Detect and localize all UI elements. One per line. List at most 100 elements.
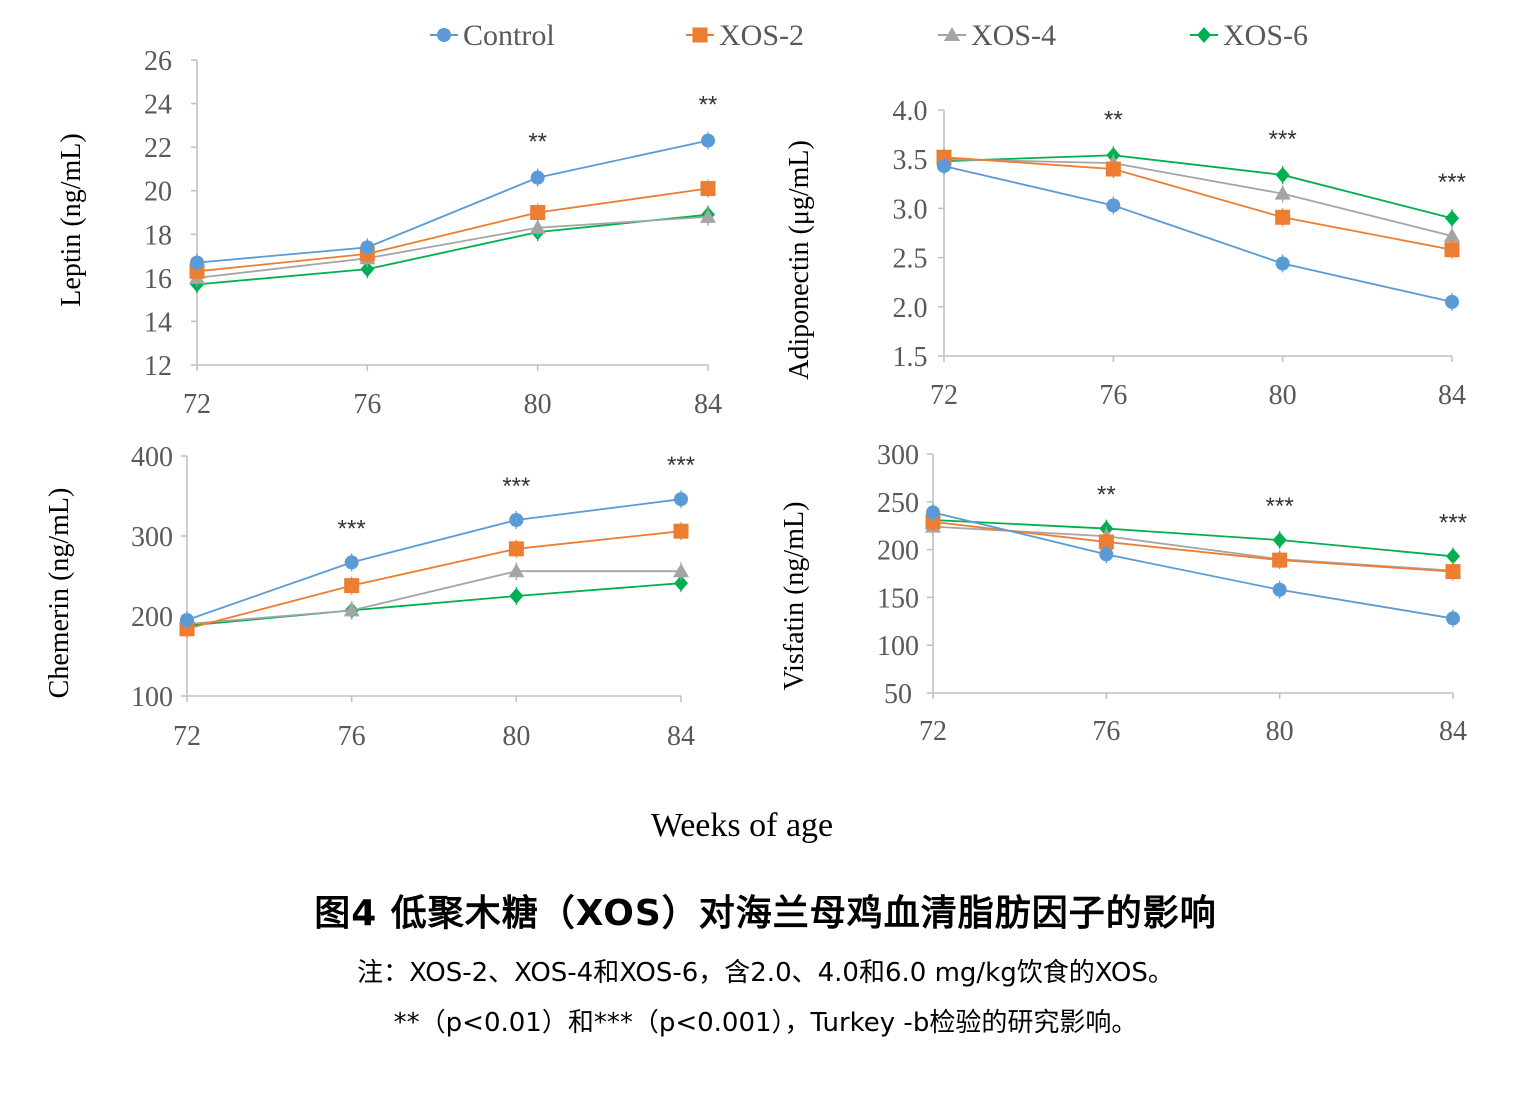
y-tick-label: 2.5 (893, 244, 928, 275)
data-point (674, 575, 688, 592)
significance-mark: *** (1269, 126, 1297, 153)
x-tick-label: 80 (1266, 716, 1294, 747)
legend-label: XOS-4 (971, 19, 1056, 52)
data-point (1275, 256, 1290, 271)
series-line (932, 520, 1454, 573)
series-line (943, 158, 1453, 237)
y-tick-label: 200 (131, 602, 173, 633)
chart-panels: 12 14 16 18 20 22 24 26 72 76 80 84 Leptin (ng/mL) **… (44, 46, 1467, 752)
significance-mark: *** (502, 473, 530, 500)
x-tick-label: 72 (919, 716, 947, 747)
x-tick-label: 76 (353, 389, 381, 420)
significance-mark: ** (699, 92, 718, 119)
series-xos-6 (926, 510, 1460, 566)
shared-x-axis-title: Weeks of age (651, 807, 833, 844)
x-tick-label: 84 (1438, 380, 1466, 411)
series-xos-6 (180, 574, 688, 635)
significance-mark: *** (1439, 509, 1467, 536)
y-tick-label: 16 (144, 264, 172, 295)
x-tick-label: 80 (502, 721, 530, 752)
data-point (1446, 548, 1460, 565)
y-tick-label: 3.0 (893, 194, 928, 225)
y-axis-title: Leptin (ng/mL) (56, 133, 87, 306)
legend: Control XOS-2 XOS-4 XOS-6 (430, 19, 1308, 52)
x-tick-label: 76 (338, 721, 366, 752)
x-tick-label: 76 (1099, 380, 1127, 411)
series-line (943, 154, 1453, 220)
x-tick-label: 80 (524, 389, 552, 420)
data-point (1272, 532, 1287, 549)
data-point (529, 219, 546, 234)
x-tick-label: 72 (173, 721, 201, 752)
data-point (360, 261, 375, 278)
data-point (1445, 210, 1459, 227)
series-line (196, 139, 709, 264)
chart-panel-4: 50 100 150 200 250 300 72 76 80 84 Visfatin (ng/mL… (779, 440, 1467, 747)
legend-marker-triangle (944, 27, 960, 41)
legend-marker-square (692, 27, 708, 43)
data-point (700, 208, 716, 223)
data-point (1272, 552, 1288, 568)
data-point (344, 578, 360, 594)
y-tick-label: 12 (144, 351, 172, 382)
data-point (700, 181, 716, 197)
data-point (180, 613, 194, 627)
y-tick-label: 250 (877, 488, 919, 519)
significance-mark: *** (667, 452, 695, 479)
chart-panel-2: 1.5 2.0 2.5 3.0 3.5 4.0 72 76 80 84 Adiponectin (μ… (784, 96, 1466, 411)
data-point (508, 541, 524, 557)
data-point (1272, 582, 1287, 597)
legend-label: Control (463, 19, 555, 52)
figure-caption-note-2: **（p<0.01）和***（p<0.001），Turkey -b检验的研究影响… (393, 1008, 1138, 1038)
data-point (1275, 166, 1290, 183)
series-control (180, 490, 688, 629)
data-point (1446, 611, 1460, 626)
data-point (1444, 227, 1460, 242)
y-axis-title: Adiponectin (μg/mL) (784, 140, 815, 380)
significance-mark: ** (1097, 482, 1116, 509)
y-axis-title: Visfatin (ng/mL) (779, 502, 810, 691)
data-point (190, 255, 204, 270)
chart-panel-1: 12 14 16 18 20 22 24 26 72 76 80 84 Leptin (ng/mL) **… (56, 46, 722, 420)
data-point (1106, 198, 1121, 213)
series-control (937, 157, 1459, 311)
series-line (186, 530, 682, 630)
y-tick-label: 300 (877, 440, 919, 471)
y-tick-label: 4.0 (893, 96, 928, 127)
series-line (196, 213, 709, 286)
significance-mark: *** (338, 515, 366, 542)
data-point (1444, 242, 1460, 258)
data-point (1099, 547, 1114, 562)
y-tick-label: 2.0 (893, 293, 928, 324)
significance-mark: *** (1438, 169, 1466, 196)
series-control (190, 131, 715, 272)
data-point (1274, 185, 1291, 200)
x-tick-label: 84 (667, 721, 695, 752)
y-tick-label: 150 (877, 583, 919, 614)
data-point (508, 563, 525, 578)
y-axis-title: Chemerin (ng/mL) (44, 488, 75, 699)
y-tick-label: 24 (144, 90, 172, 121)
data-point (1445, 294, 1459, 309)
series-xos-6 (937, 146, 1459, 228)
series-line (186, 570, 681, 625)
series-line (196, 215, 709, 279)
y-tick-label: 14 (144, 307, 172, 338)
figure-caption-note-1: 注：XOS-2、XOS-4和XOS-6，含2.0、4.0和6.0 mg/kg饮食… (357, 958, 1174, 988)
series-xos-6 (190, 205, 715, 294)
y-tick-label: 200 (877, 536, 919, 567)
figure-caption-title: 图4 低聚木糖（XOS）对海兰母鸡血清脂肪因子的影响 (314, 893, 1217, 934)
data-point (509, 588, 524, 604)
significance-mark: *** (1266, 493, 1294, 520)
series-line (932, 519, 1454, 558)
y-tick-label: 400 (131, 442, 173, 473)
legend-marker-diamond (1197, 27, 1211, 43)
legend-marker-circle (437, 28, 451, 42)
data-point (509, 513, 524, 527)
y-tick-label: 1.5 (893, 342, 928, 373)
x-tick-label: 72 (930, 380, 958, 411)
data-point (1098, 534, 1114, 550)
data-point (1105, 161, 1121, 177)
x-tick-label: 80 (1269, 380, 1297, 411)
series-line (943, 156, 1453, 251)
